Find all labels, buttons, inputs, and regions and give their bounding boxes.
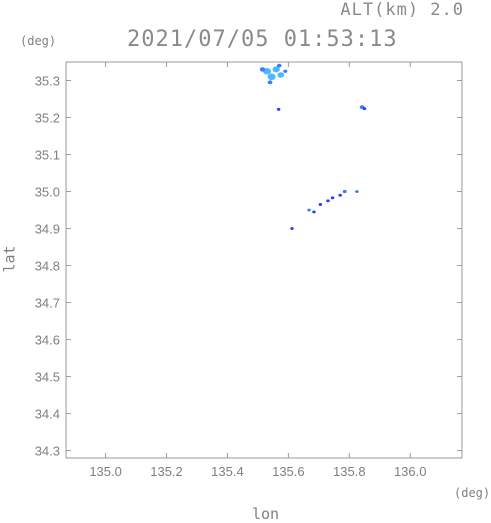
- y-tick: 34.4: [35, 407, 462, 422]
- echo-point: [276, 63, 282, 68]
- x-tick-label: 135.2: [150, 464, 183, 479]
- x-tick-label: 135.8: [333, 464, 366, 479]
- altitude-label: ALT(km) 2.0: [340, 0, 464, 20]
- echo-point: [318, 203, 323, 206]
- echo-point: [276, 107, 281, 111]
- y-tick: 35.0: [35, 185, 462, 200]
- echo-point: [290, 227, 294, 230]
- echo-point: [312, 210, 316, 214]
- y-tick-label: 34.3: [35, 444, 60, 459]
- echo-point: [272, 66, 280, 73]
- x-tick: 135.6: [272, 62, 305, 479]
- echo-point: [362, 107, 367, 111]
- y-tick-label: 34.4: [35, 407, 60, 422]
- y-tick: 34.8: [35, 259, 462, 274]
- x-tick-label: 135.0: [89, 464, 122, 479]
- y-tick: 35.2: [35, 111, 462, 126]
- x-axis-ticks: 135.0 135.2 135.4 135.6 135.8 136.0: [89, 62, 426, 479]
- echo-point: [338, 193, 342, 197]
- y-tick: 34.6: [35, 333, 462, 348]
- y-tick-label: 35.0: [35, 185, 60, 200]
- y-tick-label: 35.1: [35, 148, 60, 163]
- x-tick: 135.4: [211, 62, 244, 479]
- echo-point: [277, 72, 285, 78]
- x-tick-label: 136.0: [394, 464, 427, 479]
- y-tick: 34.9: [35, 222, 462, 237]
- y-tick: 35.1: [35, 148, 462, 163]
- echo-points: [259, 63, 367, 230]
- y-axis-unit: (deg): [20, 34, 57, 48]
- y-tick-label: 35.3: [35, 74, 60, 89]
- y-tick: 35.3: [35, 74, 462, 89]
- y-tick-label: 34.5: [35, 370, 60, 385]
- echo-point: [342, 189, 347, 194]
- echo-point: [326, 199, 330, 203]
- echo-point: [259, 67, 266, 72]
- echo-point: [267, 73, 276, 81]
- plot-frame: [65, 61, 463, 459]
- y-tick: 34.5: [35, 370, 462, 385]
- timestamp-title: 2021/07/05 01:53:13: [127, 27, 398, 52]
- x-tick-label: 135.4: [211, 464, 244, 479]
- x-tick: 135.0: [89, 62, 122, 479]
- x-tick-label: 135.6: [272, 464, 305, 479]
- y-tick-label: 34.7: [35, 296, 60, 311]
- echo-point: [355, 190, 359, 193]
- echo-point: [283, 69, 288, 73]
- y-tick-label: 34.6: [35, 333, 60, 348]
- y-tick-label: 35.2: [35, 111, 60, 126]
- y-tick: 34.7: [35, 296, 462, 311]
- y-tick-label: 34.8: [35, 259, 60, 274]
- echo-point: [267, 80, 273, 85]
- x-axis-label: lon: [252, 505, 280, 523]
- x-tick: 136.0: [394, 62, 427, 479]
- echo-point: [307, 208, 311, 212]
- y-axis-ticks: 34.3 34.4 34.5 34.6 34.7 34.8 34.9 35.0 35.1 35.2…: [35, 74, 462, 459]
- echo-point: [330, 196, 335, 200]
- x-axis-unit: (deg): [454, 486, 491, 500]
- x-tick: 135.8: [333, 62, 366, 479]
- y-tick: 34.3: [35, 444, 462, 459]
- x-tick: 135.2: [150, 62, 183, 479]
- y-tick-label: 34.9: [35, 222, 60, 237]
